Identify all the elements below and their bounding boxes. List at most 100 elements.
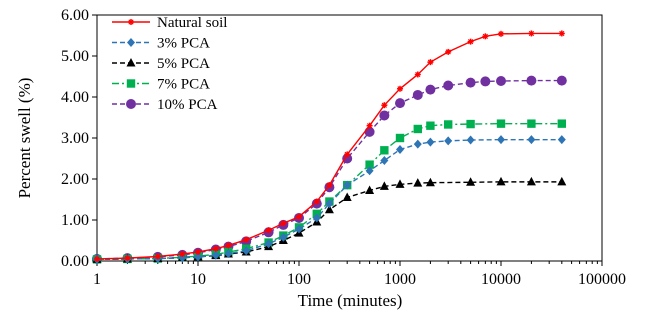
legend-marker-10pct-pca [126,99,136,109]
data-point-natural-soil [280,220,287,227]
legend-label-7pct-pca: 7% PCA [157,77,210,93]
data-point-natural-soil-stroke [296,214,302,220]
data-point-5pct-pca [557,176,567,186]
data-point-3pct-pca [343,180,352,190]
data-point-natural-soil-stroke [314,198,320,205]
data-point-5pct-pca [379,181,389,190]
y-tick-label: 3.00 [61,130,89,147]
data-point-3pct-pca [426,137,435,147]
data-point-10pct-pca [443,80,454,91]
data-point-10pct-pca [496,76,506,87]
data-point-7pct-pca [527,119,536,128]
data-point-natural-soil-stroke [326,182,333,188]
data-point-natural-soil [482,33,489,40]
data-point-7pct-pca [380,146,389,155]
legend-label-5pct-pca: 5% PCA [157,56,210,72]
data-point-3pct-pca [497,135,505,145]
data-point-natural-soil [225,242,232,249]
data-point-natural-soil [296,213,302,220]
data-point-natural-soil-stroke [427,59,434,65]
data-point-10pct-pca [395,98,405,109]
x-tick-label: 100 [287,271,311,288]
data-point-natural-soil-stroke [344,151,350,158]
data-point-natural-soil-stroke [482,33,488,39]
y-tick-label: 0.00 [61,253,89,270]
y-tick-label: 1.00 [61,212,89,229]
data-point-natural-soil-stroke [415,71,421,78]
data-point-natural-soil [243,236,250,243]
legend-item-10pct-pca: 10% PCA [112,97,218,113]
data-point-natural-soil [313,198,320,205]
data-point-natural-soil [558,30,565,37]
series-line-5pct-pca [96,181,562,261]
legend-marker-natural-soil-stroke [128,19,134,25]
data-point-7pct-pca [557,119,567,128]
legend-marker-3pct-pca [127,38,135,47]
data-point-10pct-pca [480,76,491,87]
data-point-natural-soil [212,245,219,252]
data-point-natural-soil-stroke [397,86,403,92]
legend: Natural soil 3% PCA 5% PCA 7% PCA 10% PCA [112,15,227,113]
legend-marker-5pct-pca [126,58,136,67]
data-point-natural-soil-stroke [445,49,451,55]
data-point-5pct-pca [324,204,334,214]
y-tick-label: 4.00 [61,89,89,106]
data-point-7pct-pca [426,121,435,130]
data-point-5pct-pca [466,177,476,186]
data-point-5pct-pca [425,177,435,187]
data-point-7pct-pca [496,119,506,128]
x-tick-label: 1000 [384,271,416,288]
data-point-3pct-pca [242,246,251,256]
legend-marker-7pct-pca [126,79,136,88]
data-point-natural-soil-stroke [155,253,161,260]
y-tick-label: 2.00 [61,171,89,188]
data-point-natural-soil-stroke [528,30,535,37]
axes: 0.00 1.00 2.00 3.00 4.00 5.00 6.00 1 10 100 1000 10… [61,7,626,288]
data-point-10pct-pca [526,75,537,86]
data-point-natural-soil-stroke [381,102,387,108]
series-group [92,30,567,264]
data-point-natural-soil [366,122,373,129]
data-point-natural-soil-stroke [179,251,185,257]
data-point-10pct-pca [425,84,436,95]
data-point-natural-soil-stroke [213,246,219,252]
data-point-natural-soil [179,251,186,258]
data-point-3pct-pca [466,135,475,145]
data-point-3pct-pca [413,139,422,149]
data-point-natural-soil [381,102,388,109]
data-point-3pct-pca [557,135,566,145]
data-point-natural-soil [344,151,351,158]
x-tick-label: 10 [190,271,206,288]
data-point-10pct-pca [412,89,423,100]
data-point-natural-soil [195,248,201,255]
data-point-7pct-pca [413,124,422,134]
data-point-3pct-pca [312,213,321,223]
data-point-7pct-pca [466,119,475,129]
data-point-5pct-pca [365,185,375,194]
data-point-3pct-pca [365,166,374,176]
data-point-natural-soil-stroke [225,242,232,249]
data-point-3pct-pca [444,136,453,146]
data-point-natural-soil [326,182,333,189]
y-axis-title: Percent swell (%) [15,78,34,199]
legend-marker-natural-soil [128,19,134,25]
x-tick-label: 1 [93,271,101,288]
x-axis-title: Time (minutes) [298,291,403,310]
data-point-10pct-pca [465,77,476,88]
data-point-natural-soil [528,30,535,37]
data-point-natural-soil [154,253,161,260]
data-point-natural-soil [94,255,100,262]
data-point-3pct-pca [325,199,334,209]
data-point-natural-soil-stroke [498,31,504,37]
data-point-natural-soil [427,59,434,66]
data-point-3pct-pca [194,252,202,262]
data-point-3pct-pca [527,135,536,145]
y-tick-label: 6.00 [61,7,89,24]
data-point-natural-soil-stroke [195,249,201,255]
data-point-3pct-pca [295,224,303,234]
data-point-3pct-pca [279,232,288,242]
data-point-natural-soil-stroke [559,30,565,37]
data-point-natural-soil-stroke [94,256,100,262]
